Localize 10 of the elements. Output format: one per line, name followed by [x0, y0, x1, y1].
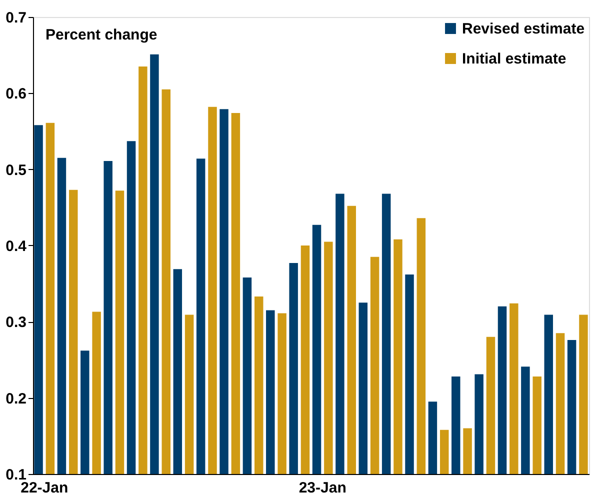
- legend-label: Initial estimate: [462, 50, 566, 68]
- y-tick-label: 0.2: [6, 390, 26, 408]
- x-tick-label: 23-Jan: [298, 480, 346, 496]
- y-tick-label: 0.3: [6, 314, 26, 332]
- legend-label: Revised estimate: [462, 20, 585, 38]
- y-tick-label: 0.7: [6, 10, 26, 26]
- y-tick-label: 0.6: [6, 86, 26, 103]
- y-axis-title: Percent change: [46, 26, 158, 44]
- y-tick-label: 0.4: [6, 238, 28, 255]
- y-tick-label: 0.5: [6, 162, 26, 179]
